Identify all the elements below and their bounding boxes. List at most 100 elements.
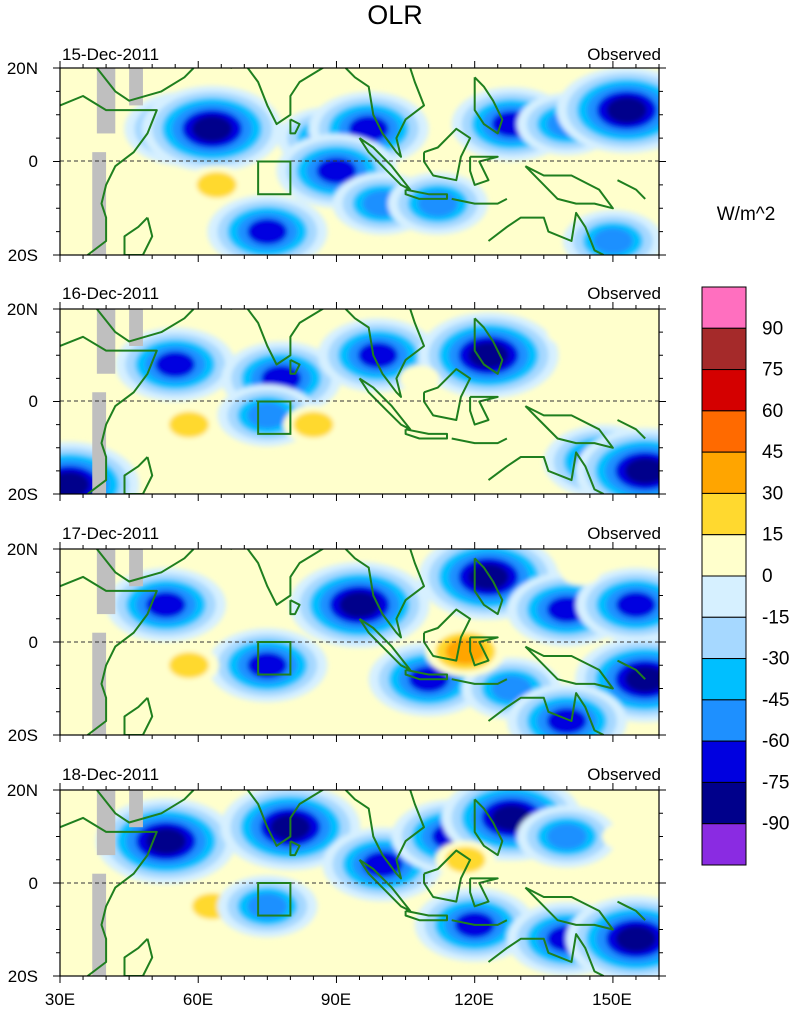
y-tick-label: 20S xyxy=(8,485,38,504)
colorbar-label: 45 xyxy=(762,442,783,463)
missing-data xyxy=(129,790,143,828)
missing-data xyxy=(92,152,107,255)
map-panel: 18-Dec-2011 Observed 20N 0 20S xyxy=(7,765,666,986)
colorbar-swatch xyxy=(701,781,747,825)
panel-label: Observed xyxy=(587,765,661,784)
colorbar: 90 75 60 45 30 15 0 -15 -30 -45 -60 -75 -90 xyxy=(701,286,789,866)
anomaly-contour xyxy=(192,115,233,142)
anomaly-contour xyxy=(169,411,210,438)
map-panel: 16-Dec-2011 Observed 20N 0 20S xyxy=(7,284,666,504)
missing-data xyxy=(92,632,107,735)
colorbar-swatch xyxy=(701,327,747,371)
anomaly-contour xyxy=(546,708,587,735)
x-tick-label: 30E xyxy=(45,990,75,1009)
anomaly-contour xyxy=(339,591,380,618)
x-tick-label: 120E xyxy=(454,990,494,1009)
missing-data xyxy=(129,309,143,346)
anomaly-contour xyxy=(468,342,509,369)
colorbar-label: 75 xyxy=(762,360,783,381)
panel-label: Observed xyxy=(587,524,661,543)
anomaly-contour xyxy=(615,925,656,952)
missing-data xyxy=(96,309,116,374)
colorbar-swatch xyxy=(701,492,747,536)
missing-data xyxy=(129,68,143,106)
anomaly-contour xyxy=(155,171,196,198)
anomaly-contour xyxy=(316,157,357,184)
tick-marks xyxy=(53,783,666,983)
anomaly-contour xyxy=(307,916,348,943)
colorbar-swatch xyxy=(701,575,747,618)
map-panel: 15-Dec-2011 Observed 20N 0 20S xyxy=(7,45,666,265)
anomaly-contour xyxy=(546,319,587,346)
missing-data xyxy=(129,549,143,587)
panel-date: 15-Dec-2011 xyxy=(62,45,159,64)
coastline xyxy=(60,309,646,494)
anomaly-contour xyxy=(169,652,210,679)
panel-label: Observed xyxy=(587,284,661,303)
region-box xyxy=(257,400,292,435)
y-tick-label: 20N xyxy=(7,540,38,559)
anomaly-contour xyxy=(546,823,587,850)
colorbar-swatch xyxy=(701,410,747,453)
anomaly-contour xyxy=(560,559,601,586)
anomaly-contour xyxy=(615,591,656,618)
y-tick-label: 20S xyxy=(8,967,38,986)
anomaly-contour xyxy=(399,365,440,392)
colorbar-label: -60 xyxy=(762,731,789,752)
olr-field xyxy=(60,549,659,735)
olr-field xyxy=(60,309,659,494)
colorbar-swatch xyxy=(701,616,747,660)
colorbar-swatch xyxy=(701,534,747,577)
coastline xyxy=(60,549,646,735)
anomaly-contour xyxy=(60,471,90,494)
y-tick-label: 0 xyxy=(29,152,38,171)
anomaly-contour xyxy=(293,411,334,438)
colorbar-label: -90 xyxy=(762,814,789,835)
olr-field xyxy=(60,68,659,255)
anomaly-contour xyxy=(625,666,659,693)
region-box xyxy=(257,882,292,917)
colorbar-swatch xyxy=(701,699,747,742)
region-box xyxy=(257,160,292,196)
missing-data xyxy=(92,873,107,976)
anomaly-contour xyxy=(247,402,288,429)
missing-data xyxy=(92,392,107,494)
panel-label: Observed xyxy=(587,45,661,64)
y-tick-label: 20S xyxy=(8,246,38,265)
coastline xyxy=(60,790,646,976)
colorbar-label: -15 xyxy=(762,607,789,628)
panel-date: 17-Dec-2011 xyxy=(62,524,159,543)
anomaly-contour xyxy=(408,78,449,105)
x-tick-label: 150E xyxy=(592,990,632,1009)
panel-date: 18-Dec-2011 xyxy=(62,765,159,784)
colorbar-label: 0 xyxy=(762,566,773,587)
colorbar-label: 60 xyxy=(762,401,783,422)
units-label: W/m^2 xyxy=(717,204,776,225)
tick-marks xyxy=(53,302,666,501)
anomaly-contour xyxy=(357,342,398,369)
map-panel: 17-Dec-2011 Observed 20N 0 20S xyxy=(7,524,666,745)
missing-data xyxy=(96,790,116,856)
chart-title: OLR xyxy=(367,0,423,30)
anomaly-contour xyxy=(606,97,647,124)
anomaly-contour xyxy=(247,218,288,245)
missing-data xyxy=(96,549,116,615)
anomaly-contour xyxy=(445,846,486,873)
anomaly-contour xyxy=(592,227,633,254)
anomaly-contour xyxy=(145,591,186,618)
colorbar-label: -75 xyxy=(762,772,789,793)
colorbar-swatch xyxy=(701,451,747,494)
colorbar-label: -45 xyxy=(762,690,789,711)
colorbar-label: -30 xyxy=(762,649,789,670)
tick-marks xyxy=(53,61,666,262)
anomaly-contour xyxy=(625,457,659,484)
y-tick-label: 0 xyxy=(29,874,38,893)
missing-data xyxy=(96,68,116,134)
panel-date: 16-Dec-2011 xyxy=(62,284,159,303)
coastline xyxy=(60,68,646,255)
y-tick-label: 20N xyxy=(7,59,38,78)
y-tick-label: 20N xyxy=(7,781,38,800)
colorbar-swatch xyxy=(701,658,747,701)
colorbar-swatch xyxy=(701,369,747,412)
olr-field xyxy=(60,790,659,976)
